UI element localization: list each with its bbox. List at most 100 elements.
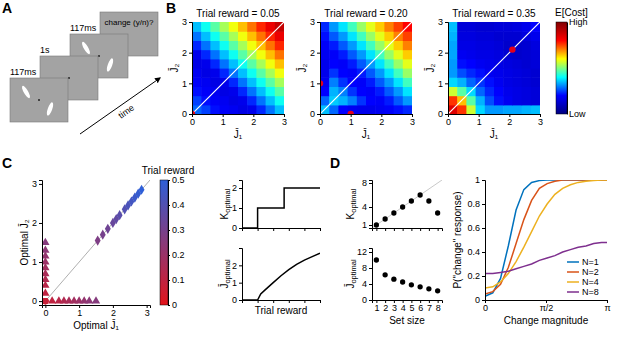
tick-label: 0.6 xyxy=(467,223,480,233)
tick: 3 xyxy=(282,114,287,127)
heatmap-cell xyxy=(366,31,376,41)
heatmap-cell xyxy=(466,40,476,50)
heatmap-cell xyxy=(457,22,467,32)
heatmap-cell xyxy=(512,68,522,78)
tick-label: 4 xyxy=(362,202,367,212)
heatmap-cell xyxy=(366,22,376,32)
heatmap-cell xyxy=(256,50,266,60)
heatmap-cell xyxy=(485,86,495,96)
tick-label: 0 xyxy=(438,109,443,119)
tick: 8 xyxy=(362,263,372,273)
heatmap-cell xyxy=(247,96,257,106)
heatmap-cell xyxy=(338,96,348,106)
heatmap-cell xyxy=(448,68,458,78)
heatmap-cell xyxy=(448,22,458,32)
tick-mark xyxy=(168,180,170,181)
heatmap-cell xyxy=(403,50,412,60)
tick-mark xyxy=(168,230,170,231)
tick-label: 0 xyxy=(475,295,480,305)
heatmap-cell xyxy=(220,50,230,60)
heatmap-cell xyxy=(366,68,376,78)
tick-mark xyxy=(189,83,192,84)
legend-swatch xyxy=(567,281,579,283)
heatmap-cell xyxy=(503,77,513,87)
tick-label: 2 xyxy=(111,308,116,318)
heatmap-cell xyxy=(192,40,202,50)
tick: 2 xyxy=(32,218,42,228)
heatmap-cell xyxy=(247,22,257,32)
chart: 01230123Trial reward = 0.05J̄₁J̄₂ xyxy=(168,8,287,140)
heatmap-cell xyxy=(220,31,230,41)
heatmap-cell xyxy=(201,86,211,96)
tick: 0.4 xyxy=(168,200,185,210)
axis-line xyxy=(243,229,321,232)
heatmap-cell xyxy=(394,86,404,96)
tick-label: 1 xyxy=(477,117,482,127)
heatmap-cell xyxy=(320,22,330,32)
heatmap-cell xyxy=(448,40,458,50)
heatmap-cell xyxy=(256,31,266,41)
identity-line xyxy=(320,22,412,114)
heatmap-cell xyxy=(338,50,348,60)
heatmap-cell xyxy=(466,68,476,78)
heatmap-cell xyxy=(192,22,202,32)
tick-mark xyxy=(39,301,42,302)
heatmap-cell xyxy=(466,59,476,69)
heatmap-cell xyxy=(394,22,404,32)
heatmap-cell xyxy=(229,96,239,106)
tick: 1 xyxy=(32,257,42,267)
heatmap-cell xyxy=(229,50,239,60)
heatmap-cell xyxy=(448,86,458,96)
tick-mark xyxy=(394,228,395,231)
heatmap-cell xyxy=(348,59,358,69)
time-label: time xyxy=(116,103,136,121)
tick: 1 xyxy=(182,79,192,89)
heatmap-cell xyxy=(522,86,532,96)
heatmap-cell xyxy=(329,31,339,41)
tick: 3 xyxy=(538,114,543,127)
tick-label: 0 xyxy=(232,295,237,305)
tick: 0.3 xyxy=(168,225,185,235)
heatmap-cell xyxy=(476,96,486,106)
text-subscript: optimal xyxy=(349,259,358,284)
tick xyxy=(429,228,430,231)
axis-line xyxy=(567,23,568,115)
heatmap-cell xyxy=(247,86,257,96)
tick-label: 12 xyxy=(357,247,367,257)
point xyxy=(400,204,405,209)
tick-label: 3 xyxy=(410,117,415,127)
heatmap-cell xyxy=(531,96,540,106)
tick-label: 0 xyxy=(190,117,195,127)
axis-title: J̄optimal xyxy=(344,259,358,289)
heatmap-cell xyxy=(503,86,513,96)
text-subscript: optimal xyxy=(223,188,232,213)
heatmap-cell xyxy=(348,22,358,32)
tick-label: π/2 xyxy=(540,303,554,313)
heatmap-cell xyxy=(503,68,513,78)
tick-mark xyxy=(273,228,274,231)
tick-label: 2 xyxy=(232,183,237,193)
axis: 0123 xyxy=(32,179,43,306)
point xyxy=(435,288,440,293)
heatmap-cell xyxy=(338,40,348,50)
heatmap-cell xyxy=(375,86,385,96)
heatmap-cell xyxy=(329,59,339,69)
tick: π xyxy=(604,300,610,313)
tick-label: 2 xyxy=(32,218,37,228)
heatmap-cell xyxy=(256,59,266,69)
tick-mark xyxy=(438,228,439,231)
heatmap-cell xyxy=(457,105,467,114)
tick-mark xyxy=(369,252,372,253)
axis: 00.20.40.60.81 xyxy=(467,175,485,305)
point xyxy=(391,210,396,215)
heatmap-cell xyxy=(266,77,276,87)
tick-mark xyxy=(369,225,372,226)
tick: 0 xyxy=(446,114,451,127)
tick: 6 xyxy=(418,300,423,313)
heatmap-cell xyxy=(375,77,385,87)
tick-label: 3 xyxy=(392,303,397,313)
tick-label: 8 xyxy=(436,303,441,313)
heatmap-cell xyxy=(229,31,239,41)
heatmap-cell xyxy=(512,77,522,87)
heatmap-cell xyxy=(476,105,486,114)
